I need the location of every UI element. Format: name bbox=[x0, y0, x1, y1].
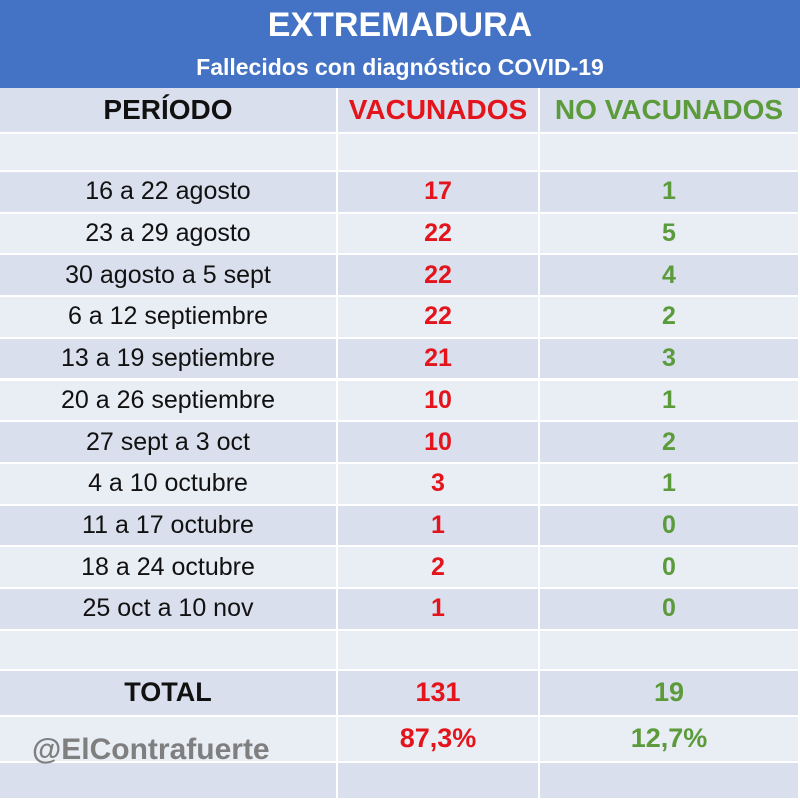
count-cell: 2 bbox=[540, 297, 800, 339]
column-header: PERÍODO bbox=[0, 88, 338, 134]
column-header: NO VACUNADOS bbox=[540, 88, 800, 134]
count-cell: 22 bbox=[338, 297, 540, 339]
watermark: @ElContrafuerte bbox=[32, 733, 270, 766]
period-cell: 6 a 12 septiembre bbox=[0, 297, 338, 339]
empty-cell bbox=[540, 134, 800, 172]
period-cell: 13 a 19 septiembre bbox=[0, 338, 338, 381]
count-cell: 17 bbox=[338, 172, 540, 214]
count-cell: 1 bbox=[338, 589, 540, 631]
count-cell: 1 bbox=[540, 172, 800, 214]
count-cell: 3 bbox=[338, 463, 540, 506]
count-cell: 0 bbox=[540, 589, 800, 631]
period-cell: 18 a 24 octubre bbox=[0, 547, 338, 589]
count-cell: 1 bbox=[338, 505, 540, 548]
count-cell: 2 bbox=[338, 547, 540, 589]
empty-cell bbox=[338, 134, 540, 172]
total-cell: TOTAL bbox=[0, 670, 338, 717]
title: EXTREMADURA bbox=[267, 6, 533, 44]
empty-cell bbox=[0, 762, 338, 800]
empty-cell bbox=[338, 762, 540, 800]
count-cell: 10 bbox=[338, 380, 540, 423]
subtitle: Fallecidos con diagnóstico COVID-19 bbox=[196, 54, 604, 80]
count-cell: 10 bbox=[338, 422, 540, 464]
period-cell: 30 agosto a 5 sept bbox=[0, 255, 338, 298]
empty-cell bbox=[0, 630, 338, 671]
count-cell: 1 bbox=[540, 463, 800, 506]
period-cell: 4 a 10 octubre bbox=[0, 463, 338, 506]
empty-cell bbox=[0, 134, 338, 172]
count-cell: 3 bbox=[540, 338, 800, 381]
period-cell: 20 a 26 septiembre bbox=[0, 380, 338, 423]
period-cell: 11 a 17 octubre bbox=[0, 505, 338, 548]
total-cell: 19 bbox=[540, 670, 800, 717]
header: EXTREMADURA Fallecidos con diagnóstico C… bbox=[0, 0, 800, 88]
empty-cell bbox=[540, 630, 800, 671]
total-cell: 131 bbox=[338, 670, 540, 717]
period-cell: 16 a 22 agosto bbox=[0, 172, 338, 214]
count-cell: 0 bbox=[540, 505, 800, 548]
period-cell: 25 oct a 10 nov bbox=[0, 589, 338, 631]
count-cell: 22 bbox=[338, 213, 540, 256]
period-cell: 23 a 29 agosto bbox=[0, 213, 338, 256]
count-cell: 22 bbox=[338, 255, 540, 298]
count-cell: 5 bbox=[540, 213, 800, 256]
count-cell: 4 bbox=[540, 255, 800, 298]
period-cell: 27 sept a 3 oct bbox=[0, 422, 338, 464]
percentage-cell: 12,7% bbox=[540, 716, 800, 763]
count-cell: 2 bbox=[540, 422, 800, 464]
empty-cell bbox=[0, 716, 338, 763]
column-header: VACUNADOS bbox=[338, 88, 540, 134]
count-cell: 21 bbox=[338, 338, 540, 381]
empty-cell bbox=[540, 762, 800, 800]
percentage-cell: 87,3% bbox=[338, 716, 540, 763]
count-cell: 1 bbox=[540, 380, 800, 423]
empty-cell bbox=[338, 630, 540, 671]
count-cell: 0 bbox=[540, 547, 800, 589]
